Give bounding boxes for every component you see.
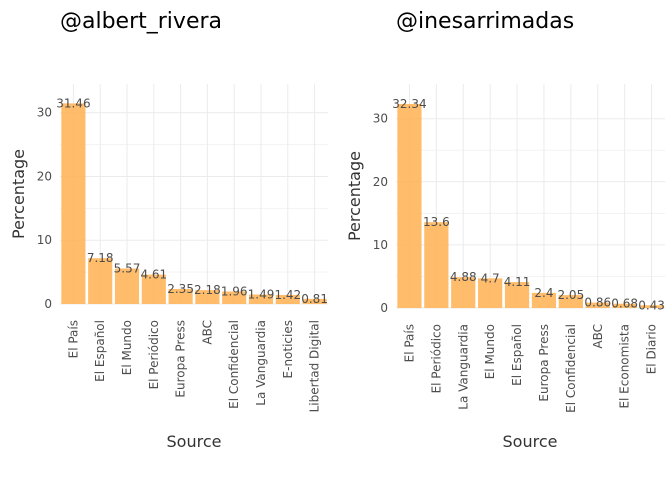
x-tick-label: ABC xyxy=(200,320,214,345)
y-tick-label: 20 xyxy=(373,175,388,189)
x-tick-label: ABC xyxy=(591,324,605,349)
data-label: 4.61 xyxy=(140,268,167,282)
bar xyxy=(397,103,422,309)
bar xyxy=(531,292,557,308)
data-label: 4.88 xyxy=(450,270,477,284)
y-tick-label: 0 xyxy=(44,297,52,311)
bar xyxy=(61,103,86,305)
data-label: 2.4 xyxy=(534,286,553,300)
data-label: 1.42 xyxy=(274,288,301,302)
x-tick-label: El Confidencial xyxy=(227,320,241,409)
data-label: 2.05 xyxy=(557,288,584,302)
x-tick-label: Europa Press xyxy=(537,324,551,402)
y-tick-label: 10 xyxy=(373,238,388,252)
x-tick-label: El País xyxy=(402,324,416,362)
data-label: 1.49 xyxy=(248,287,275,301)
bar xyxy=(275,294,300,304)
data-label: 0.81 xyxy=(301,292,328,306)
x-tick-label: El Economista xyxy=(618,324,632,409)
chart-title: @albert_rivera xyxy=(60,9,222,34)
data-label: 4.7 xyxy=(481,271,500,285)
y-tick-label: 20 xyxy=(37,169,52,183)
bar xyxy=(88,258,113,304)
bar xyxy=(168,289,193,304)
y-tick-label: 10 xyxy=(37,233,52,247)
bar xyxy=(504,282,530,308)
bar xyxy=(585,302,610,308)
x-tick-label: El Periódico xyxy=(147,320,161,389)
data-label: 0.86 xyxy=(584,296,611,310)
data-label: 13.6 xyxy=(423,215,450,229)
data-label: 2.18 xyxy=(194,283,221,297)
data-label: 32.34 xyxy=(392,97,426,111)
data-label: 0.43 xyxy=(638,298,665,312)
x-axis-title: Source xyxy=(167,432,222,451)
bar xyxy=(248,294,274,304)
bar xyxy=(558,295,583,308)
x-tick-label: El Confidencial xyxy=(564,324,578,413)
x-tick-label: El Periódico xyxy=(429,324,443,393)
x-tick-label: El Diario xyxy=(645,324,659,374)
chart-title: @inesarrimadas xyxy=(396,9,574,34)
y-axis-title: Percentage xyxy=(345,151,364,241)
y-tick-label: 0 xyxy=(380,301,388,315)
x-tick-label: Libertad Digital xyxy=(308,320,322,412)
y-tick-label: 30 xyxy=(37,106,52,120)
bar xyxy=(302,298,327,304)
x-tick-label: El Mundo xyxy=(120,320,134,375)
bar xyxy=(195,290,220,304)
y-tick-label: 30 xyxy=(373,112,388,126)
bar xyxy=(612,303,637,308)
data-label: 31.46 xyxy=(56,96,90,110)
bar xyxy=(478,278,503,308)
bar xyxy=(222,291,247,304)
x-tick-label: La Vanguardia xyxy=(456,324,470,410)
x-tick-label: El País xyxy=(66,320,80,358)
x-tick-label: Europa Press xyxy=(174,320,188,398)
y-axis-title: Percentage xyxy=(9,149,28,239)
bar xyxy=(114,268,140,304)
x-axis-title: Source xyxy=(503,432,558,451)
bar xyxy=(424,222,449,308)
data-label: 4.11 xyxy=(504,275,531,289)
data-label: 7.18 xyxy=(87,251,114,265)
x-tick-label: El Mundo xyxy=(483,324,497,379)
x-tick-label: El Español xyxy=(510,324,524,386)
x-tick-label: La Vanguardia xyxy=(254,320,268,406)
data-label: 5.57 xyxy=(114,261,141,275)
x-tick-label: E-noticies xyxy=(281,320,295,378)
x-tick-label: El Español xyxy=(93,320,107,382)
data-label: 1.96 xyxy=(221,285,248,299)
bar xyxy=(451,277,476,308)
data-label: 0.68 xyxy=(611,297,638,311)
bar xyxy=(141,274,166,304)
data-label: 2.35 xyxy=(167,282,194,296)
bar xyxy=(639,305,664,308)
